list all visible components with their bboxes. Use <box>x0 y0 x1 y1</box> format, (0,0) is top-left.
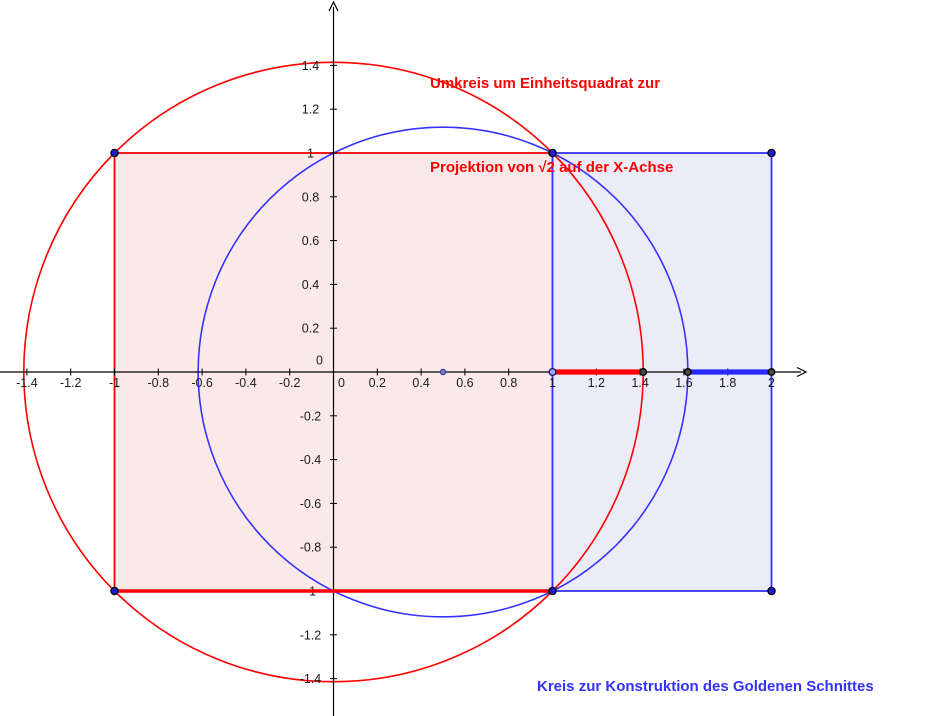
x-tick-label: -1.4 <box>16 376 38 390</box>
x-tick-label: 0.4 <box>412 376 429 390</box>
x-tick-label: 1.6 <box>675 376 692 390</box>
blue-annotation: Kreis zur Konstruktion des Goldenen Schn… <box>537 617 885 716</box>
red-annotation-line-2: Projektion von √2 auf der X-Achse <box>430 159 674 176</box>
y-tick-label: 0.8 <box>302 190 319 204</box>
x-tick-label: 1 <box>549 376 556 390</box>
x-tick-label: -0.8 <box>148 376 170 390</box>
red-annotation: Umkreis um Einheitsquadrat zur Projektio… <box>430 14 673 238</box>
blue-annotation-line-1: Kreis zur Konstruktion des Goldenen Schn… <box>537 678 874 695</box>
point-x-axis-point-phi <box>683 368 692 376</box>
x-axis-arrow <box>796 366 808 378</box>
red-annotation-line-1: Umkreis um Einheitsquadrat zur <box>430 75 661 92</box>
point-square-corner-bottom-right <box>548 586 557 596</box>
x-tick-label: -0.4 <box>235 376 257 390</box>
y-tick-label: 0.2 <box>302 322 319 336</box>
y-tick-label: -0.6 <box>300 497 322 511</box>
x-tick-label: 0.8 <box>500 376 517 390</box>
y-tick-label: -0.4 <box>300 453 322 467</box>
point-rect-corner-top-right <box>767 148 776 158</box>
x-tick-label: 0 <box>338 376 345 390</box>
point-x-axis-point-sqrt2 <box>639 368 648 376</box>
x-tick-label: 1.8 <box>719 376 736 390</box>
x-tick-label: 0.2 <box>369 376 386 390</box>
y-tick-label: -1.2 <box>300 628 322 642</box>
y-tick-label: -0.8 <box>300 541 322 555</box>
x-tick-label: -1.2 <box>60 376 82 390</box>
point-rect-corner-bottom-right <box>767 586 776 596</box>
y-tick-label: 1.2 <box>302 103 319 117</box>
x-tick-label: 0.6 <box>456 376 473 390</box>
point-golden-circle-center <box>439 368 447 376</box>
point-square-corner-top-right <box>548 148 557 158</box>
y-axis-arrow <box>328 0 339 12</box>
x-tick-label: 2 <box>768 376 775 390</box>
y-tick-label: 0.6 <box>302 234 319 248</box>
y-tick-label: 1 <box>307 147 314 161</box>
x-tick-label: -0.6 <box>191 376 213 390</box>
point-x-axis-point-1 <box>548 367 557 377</box>
y-tick-label: 0.4 <box>302 278 319 292</box>
x-tick-label: -1 <box>109 376 120 390</box>
y-tick-label: -0.2 <box>300 409 322 423</box>
y-tick-label: 0 <box>316 354 323 368</box>
y-tick-label: -1.4 <box>300 672 322 686</box>
x-tick-label: 1.4 <box>631 376 648 390</box>
point-square-corner-bottom-left <box>110 586 119 596</box>
x-tick-label: -0.2 <box>279 376 301 390</box>
x-tick-label: 1.2 <box>588 376 605 390</box>
point-square-corner-top-left <box>110 148 119 158</box>
point-x-axis-point-2 <box>767 368 776 376</box>
y-tick-label: 1.4 <box>302 59 319 73</box>
